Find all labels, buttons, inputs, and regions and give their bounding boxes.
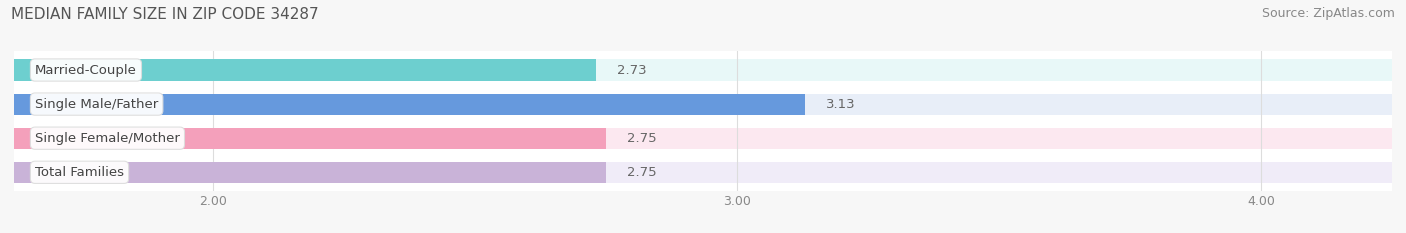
Text: Married-Couple: Married-Couple <box>35 64 136 76</box>
Text: 2.75: 2.75 <box>627 166 657 179</box>
Bar <box>14 59 1392 81</box>
Bar <box>14 162 1392 183</box>
Bar <box>14 93 806 115</box>
Bar <box>14 128 1392 149</box>
Text: 3.13: 3.13 <box>827 98 856 111</box>
Text: 2.75: 2.75 <box>627 132 657 145</box>
Text: 2.73: 2.73 <box>617 64 647 76</box>
Text: Single Male/Father: Single Male/Father <box>35 98 159 111</box>
Text: Total Families: Total Families <box>35 166 124 179</box>
Text: MEDIAN FAMILY SIZE IN ZIP CODE 34287: MEDIAN FAMILY SIZE IN ZIP CODE 34287 <box>11 7 319 22</box>
Bar <box>14 93 1392 115</box>
Bar <box>14 59 596 81</box>
Bar <box>14 162 606 183</box>
Text: Single Female/Mother: Single Female/Mother <box>35 132 180 145</box>
Text: Source: ZipAtlas.com: Source: ZipAtlas.com <box>1261 7 1395 20</box>
Bar <box>14 128 606 149</box>
